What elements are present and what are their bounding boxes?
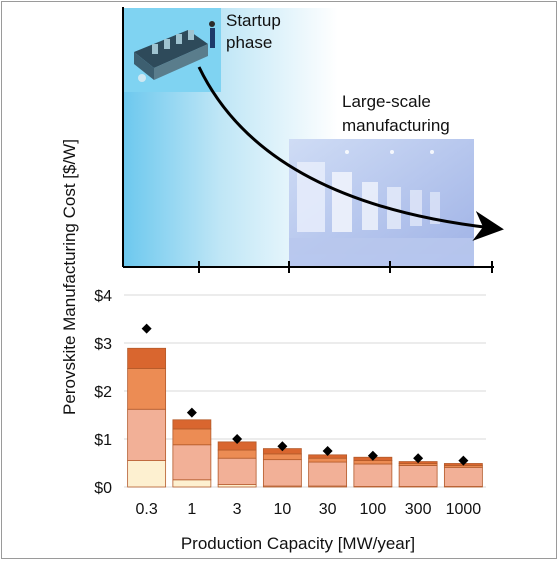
- y-axis-title: Perovskite Manufacturing Cost [$/W]: [60, 139, 79, 415]
- factory-photo-details: [289, 150, 474, 266]
- bar-segment: [127, 368, 167, 410]
- large-scale-label-line1: Large-scale: [342, 92, 431, 111]
- x-tick-label: 3: [233, 501, 242, 518]
- startup-phase-label: Startup phase: [226, 11, 286, 52]
- bar-segment: [217, 457, 257, 486]
- x-axis-title: Production Capacity [MW/year]: [181, 534, 415, 553]
- bar-segment: [127, 408, 167, 461]
- bar-segment: [127, 460, 167, 488]
- bar-segment: [443, 466, 483, 487]
- total-marker: [367, 450, 378, 461]
- total-marker: [458, 455, 469, 466]
- total-marker: [232, 434, 243, 444]
- total-marker: [322, 446, 333, 456]
- startup-label-line1: Startup: [226, 11, 281, 30]
- bar-segment: [262, 453, 302, 461]
- total-marker: [186, 407, 197, 418]
- y-tick-label: $2: [94, 384, 112, 401]
- bar-segment: [217, 449, 257, 459]
- bar-segment: [398, 464, 438, 487]
- bar-segment: [353, 460, 393, 465]
- y-tick-label: $4: [94, 288, 112, 305]
- x-tick-label: 100: [360, 501, 387, 518]
- bar-segment: [262, 459, 302, 487]
- x-tick-label: 0.3: [136, 501, 158, 518]
- bar-segment: [172, 444, 212, 481]
- total-marker: [277, 441, 288, 452]
- bar-chart: $0 $1 $2 $3 $4 0.3 1 3 10 30 100 300 1000: [94, 288, 486, 518]
- y-tick-label: $0: [94, 480, 112, 497]
- bar-segment: [308, 461, 348, 487]
- y-tick-label: $1: [94, 432, 112, 449]
- x-tick-label: 300: [405, 501, 432, 518]
- bar-segment: [172, 479, 212, 488]
- illustration-panel: Startup phase Large-scale manufacturing: [122, 7, 504, 273]
- decreasing-cost-arrow: [197, 66, 504, 241]
- printing-machine-icon: [134, 21, 215, 82]
- bar-segment: [172, 419, 212, 430]
- total-marker: [413, 453, 424, 464]
- large-scale-label-line2: manufacturing: [342, 116, 450, 135]
- bar-segment: [172, 428, 212, 446]
- x-tick-label: 1: [187, 501, 196, 518]
- total-marker: [141, 323, 152, 334]
- x-tick-label: 30: [319, 501, 337, 518]
- large-scale-label: Large-scale manufacturing: [342, 92, 450, 135]
- x-tick-label: 10: [273, 501, 291, 518]
- startup-label-line2: phase: [226, 33, 272, 52]
- bar-segment: [127, 347, 167, 369]
- bar-segment: [353, 463, 393, 487]
- bar-segment: [308, 457, 348, 463]
- y-tick-label: $3: [94, 336, 112, 353]
- x-tick-label: 1000: [446, 501, 482, 518]
